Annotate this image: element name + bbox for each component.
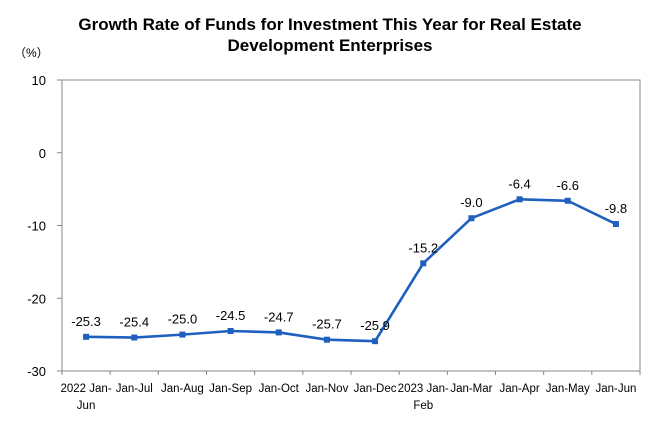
data-point (468, 215, 475, 222)
y-tick-label: 0 (39, 146, 46, 161)
data-label: -25.7 (312, 317, 342, 332)
series-line (86, 198, 617, 343)
y-unit-label: （%） (14, 46, 49, 60)
data-label: -24.5 (216, 308, 246, 323)
data-point (275, 329, 282, 336)
x-tick-label: Jan-Sep (209, 383, 252, 395)
data-labels: -25.3 -25.4 -25.0 -24.5 -24.7 -25.7 -25.9 -15.2… (71, 176, 627, 333)
y-tick-label: -10 (27, 219, 46, 234)
x-tick-labels: 2022 Jan- Jun Jan-Jul Jan-Aug Jan-Sep Jan-Oct… (61, 371, 641, 412)
y-tick-labels: 10 0 -10 -20 -30 (27, 73, 62, 379)
x-tick-label: Jan-Aug (161, 383, 204, 395)
data-label: -25.0 (168, 312, 198, 327)
data-label: -25.3 (71, 314, 101, 329)
chart-title: Growth Rate of Funds for Investment This… (0, 14, 660, 56)
data-point (179, 331, 186, 338)
data-point (516, 196, 523, 203)
data-label: -9.0 (460, 195, 482, 210)
y-tick-label: -30 (27, 364, 46, 379)
data-point (83, 333, 90, 340)
x-tick-label: 2023 Jan- (398, 383, 449, 395)
data-label: -24.7 (264, 309, 294, 324)
x-tick-label: Jan-Nov (306, 383, 349, 395)
x-tick-label: Jan-Dec (354, 383, 397, 395)
chart-title-line2: Development Enterprises (227, 36, 433, 55)
data-point (420, 260, 427, 267)
data-label: -9.8 (605, 201, 627, 216)
x-tick-label: Jun (77, 400, 96, 412)
data-point (372, 338, 379, 345)
data-point (227, 327, 234, 334)
series-line-path (86, 198, 617, 343)
x-tick-label: Jan-Oct (259, 383, 300, 395)
data-point (131, 334, 138, 341)
y-tick-label: -20 (27, 291, 46, 306)
x-tick-label: Jan-Jul (116, 383, 153, 395)
x-tick-label: Jan-Mar (450, 383, 492, 395)
data-point (323, 336, 330, 343)
y-tick-label: 10 (32, 73, 46, 88)
data-point (564, 197, 571, 204)
data-label: -6.4 (508, 176, 530, 191)
x-tick-label: Jan-May (546, 383, 590, 395)
x-tick-label: Jan-Jun (595, 383, 636, 395)
series-markers (83, 196, 619, 345)
data-label: -15.2 (408, 240, 438, 255)
data-label: -25.9 (360, 318, 390, 333)
x-tick-label: Feb (413, 400, 433, 412)
data-label: -25.4 (119, 315, 149, 330)
chart-title-line1: Growth Rate of Funds for Investment This… (78, 15, 582, 34)
data-label: -6.6 (557, 178, 579, 193)
data-point (612, 221, 619, 228)
x-tick-label: 2022 Jan- (61, 383, 112, 395)
x-tick-label: Jan-Apr (499, 383, 539, 395)
